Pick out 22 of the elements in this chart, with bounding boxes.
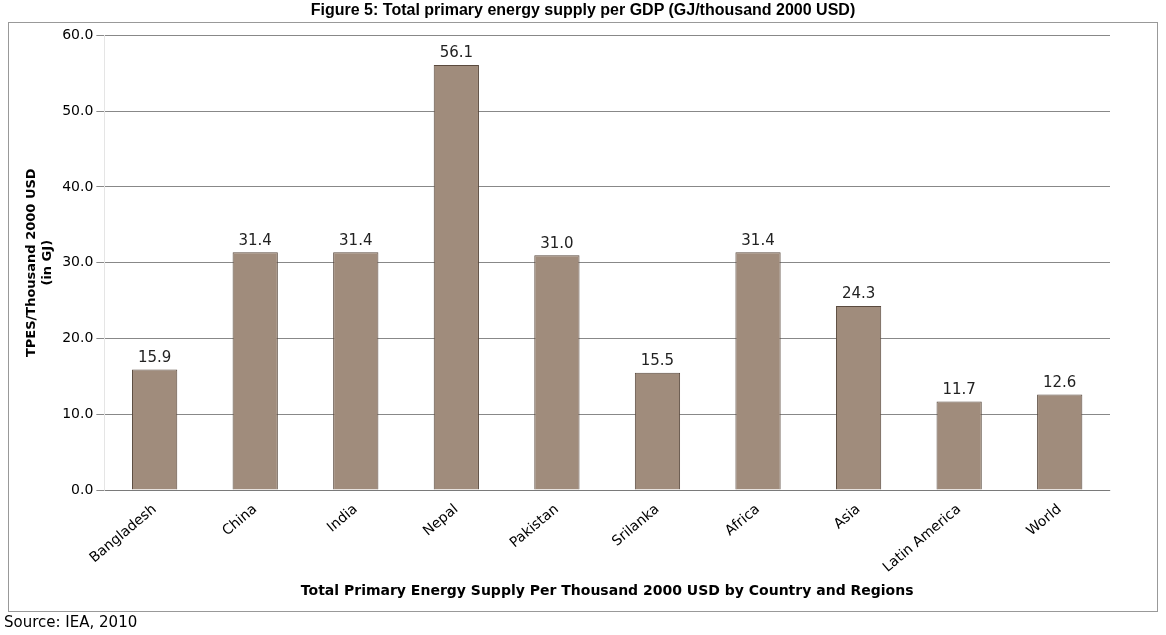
- chart-title: Figure 5: Total primary energy supply per GDP (GJ/thousand 2000 USD): [309, 0, 857, 20]
- y-tick-label: 50.0: [62, 101, 94, 118]
- y-axis-title: TPES/Thousand 2000 USD (in GJ): [23, 168, 54, 358]
- data-label: 31.4: [741, 230, 775, 249]
- y-tick-label: 40.0: [62, 177, 94, 194]
- data-label: 24.3: [841, 284, 876, 303]
- data-label: 11.7: [942, 379, 976, 398]
- y-tick-label: 0.0: [71, 480, 94, 497]
- x-tick-label: Asia: [830, 500, 863, 532]
- x-axis-title: Total Primary Energy Supply Per Thousand 2000 USD by Country and Regions: [300, 582, 914, 599]
- y-tick-label: 10.0: [62, 404, 94, 421]
- data-label: 31.4: [339, 230, 373, 249]
- data-label: 15.9: [137, 347, 172, 366]
- data-label: 12.6: [1043, 372, 1077, 391]
- data-label: 56.1: [439, 43, 474, 62]
- data-label: 31.4: [238, 230, 272, 249]
- data-label: 31.0: [540, 233, 574, 252]
- y-tick-label: 60.0: [62, 26, 94, 43]
- y-tick-label: 20.0: [62, 329, 94, 346]
- source-note: Source: IEA, 2010: [4, 613, 138, 631]
- data-label: 15.5: [640, 351, 675, 370]
- y-tick-label: 30.0: [62, 253, 94, 270]
